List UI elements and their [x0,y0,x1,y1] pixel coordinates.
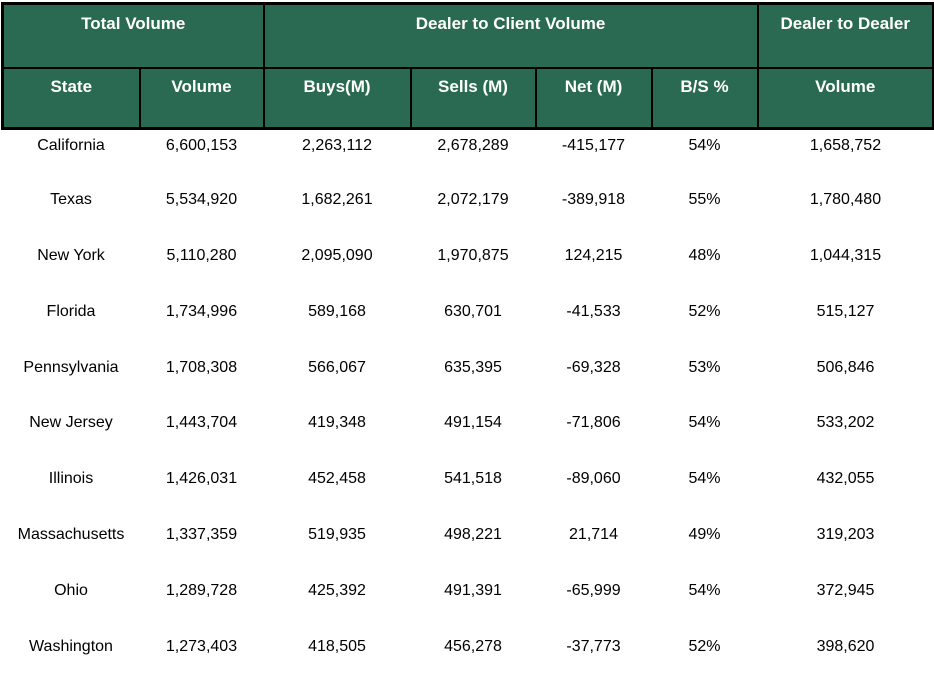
cell-net: 21,714 [535,519,652,575]
cell-bs-pct: 48% [651,240,758,296]
cell-total-volume: 1,708,308 [139,351,264,408]
cell-sells: 1,970,875 [410,240,536,296]
cell-d2d-volume: 506,846 [757,351,934,408]
cell-buys: 519,935 [263,519,411,575]
table-row: Florida 1,734,996 589,168 630,701 -41,53… [2,295,934,352]
cell-net: -65,999 [535,574,652,631]
table-row: Texas 5,534,920 1,682,261 2,072,179 -389… [2,184,934,241]
cell-bs-pct: 54% [651,463,758,520]
cell-sells: 491,391 [410,574,536,631]
cell-net: -89,060 [535,463,652,520]
cell-sells: 498,221 [410,519,536,575]
cell-net: -69,328 [535,351,652,408]
cell-total-volume: 6,600,153 [139,128,264,185]
cell-buys: 1,682,261 [263,184,411,241]
col-header-buys: Buys(M) [262,66,412,130]
cell-bs-pct: 49% [651,519,758,575]
cell-total-volume: 5,534,920 [139,184,264,241]
header-group-row: Total Volume Dealer to Client Volume Dea… [1,2,934,69]
cell-state: New York [2,240,140,296]
cell-sells: 630,701 [410,295,536,352]
table-row: New York 5,110,280 2,095,090 1,970,875 1… [2,240,934,296]
cell-d2d-volume: 1,658,752 [757,128,934,185]
cell-net: -41,533 [535,295,652,352]
cell-state: Texas [2,184,140,241]
cell-total-volume: 1,337,359 [139,519,264,575]
table-row: Ohio 1,289,728 425,392 491,391 -65,999 5… [2,574,934,631]
cell-d2d-volume: 432,055 [757,463,934,520]
cell-d2d-volume: 319,203 [757,519,934,575]
cell-state: Pennsylvania [2,351,140,408]
cell-net: -415,177 [535,128,652,185]
cell-state: Illinois [2,463,140,520]
cell-d2d-volume: 533,202 [757,407,934,464]
cell-bs-pct: 54% [651,128,758,185]
cell-net: -389,918 [535,184,652,241]
cell-buys: 418,505 [263,630,411,687]
cell-d2d-volume: 398,620 [757,630,934,687]
cell-net: -71,806 [535,407,652,464]
col-header-net: Net (M) [534,66,653,130]
table-body: California 6,600,153 2,263,112 2,678,289… [2,128,934,687]
header-total-volume: Total Volume [1,2,265,69]
cell-total-volume: 1,289,728 [139,574,264,631]
cell-sells: 635,395 [410,351,536,408]
col-header-state: State [1,66,141,130]
cell-sells: 2,072,179 [410,184,536,241]
table-row: Washington 1,273,403 418,505 456,278 -37… [2,630,934,687]
cell-state: New Jersey [2,407,140,464]
table-row: New Jersey 1,443,704 419,348 491,154 -71… [2,407,934,464]
cell-sells: 2,678,289 [410,128,536,185]
cell-total-volume: 1,273,403 [139,630,264,687]
cell-d2d-volume: 372,945 [757,574,934,631]
col-header-total-volume: Volume [138,66,265,130]
cell-state: Massachusetts [2,519,140,575]
col-header-bs-pct: B/S % [650,66,759,130]
col-header-sells: Sells (M) [409,66,537,130]
cell-buys: 452,458 [263,463,411,520]
cell-net: 124,215 [535,240,652,296]
cell-buys: 419,348 [263,407,411,464]
table-row: Illinois 1,426,031 452,458 541,518 -89,0… [2,463,934,520]
cell-d2d-volume: 1,044,315 [757,240,934,296]
cell-bs-pct: 53% [651,351,758,408]
cell-state: Washington [2,630,140,687]
cell-bs-pct: 54% [651,407,758,464]
table-row: California 6,600,153 2,263,112 2,678,289… [2,128,934,185]
col-header-d2d-volume: Volume [756,66,934,130]
cell-bs-pct: 52% [651,630,758,687]
cell-bs-pct: 52% [651,295,758,352]
table-header: Total Volume Dealer to Client Volume Dea… [1,2,934,130]
cell-state: Florida [2,295,140,352]
cell-state: California [2,128,140,185]
column-header-row: State Volume Buys(M) Sells (M) Net (M) B… [1,66,934,130]
cell-buys: 2,095,090 [263,240,411,296]
cell-d2d-volume: 515,127 [757,295,934,352]
cell-sells: 456,278 [410,630,536,687]
cell-bs-pct: 55% [651,184,758,241]
table-row: Massachusetts 1,337,359 519,935 498,221 … [2,519,934,575]
cell-total-volume: 1,426,031 [139,463,264,520]
cell-total-volume: 5,110,280 [139,240,264,296]
cell-buys: 425,392 [263,574,411,631]
cell-total-volume: 1,734,996 [139,295,264,352]
cell-sells: 541,518 [410,463,536,520]
cell-buys: 589,168 [263,295,411,352]
table-row: Pennsylvania 1,708,308 566,067 635,395 -… [2,351,934,408]
header-dealer-to-client-volume: Dealer to Client Volume [262,2,759,69]
header-dealer-to-dealer: Dealer to Dealer [756,2,934,69]
cell-bs-pct: 54% [651,574,758,631]
cell-state: Ohio [2,574,140,631]
cell-buys: 566,067 [263,351,411,408]
cell-d2d-volume: 1,780,480 [757,184,934,241]
cell-buys: 2,263,112 [263,128,411,185]
cell-sells: 491,154 [410,407,536,464]
cell-net: -37,773 [535,630,652,687]
cell-total-volume: 1,443,704 [139,407,264,464]
